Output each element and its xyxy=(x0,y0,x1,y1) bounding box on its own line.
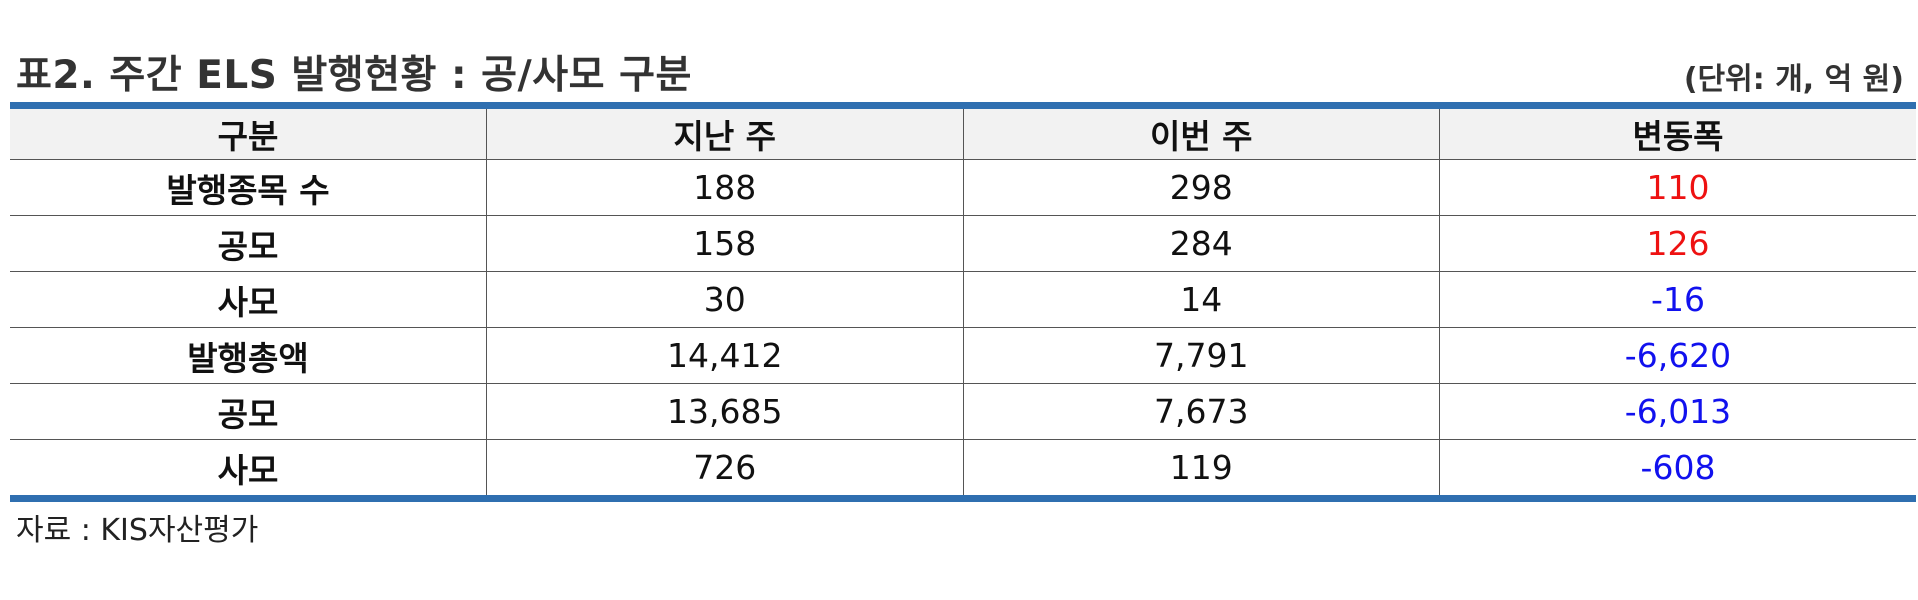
header-change: 변동폭 xyxy=(1439,109,1916,160)
last-week-value: 30 xyxy=(486,271,963,328)
change-value: -6,013 xyxy=(1439,383,1916,440)
change-value: -16 xyxy=(1439,271,1916,328)
last-week-value: 158 xyxy=(486,215,963,272)
change-value: -6,620 xyxy=(1439,327,1916,384)
last-week-value: 726 xyxy=(486,439,963,495)
row-label: 사모 xyxy=(10,439,487,495)
this-week-value: 7,791 xyxy=(962,327,1440,384)
row-label: 공모 xyxy=(10,215,487,272)
last-week-value: 188 xyxy=(486,159,963,216)
els-issuance-table-container: 구분 지난 주 이번 주 변동폭 발행종목 수 188 298 110 공모 1… xyxy=(10,102,1916,502)
this-week-value: 284 xyxy=(962,215,1440,272)
table-row: 공모 158 284 126 xyxy=(10,215,1916,272)
els-issuance-table: 구분 지난 주 이번 주 변동폭 발행종목 수 188 298 110 공모 1… xyxy=(10,109,1916,495)
table-row: 발행종목 수 188 298 110 xyxy=(10,159,1916,216)
header-last-week: 지난 주 xyxy=(486,109,963,160)
source-note: 자료 : KIS자산평가 xyxy=(16,513,259,548)
unit-note: (단위: 개, 억 원) xyxy=(1683,62,1904,97)
change-value: 110 xyxy=(1439,159,1916,216)
last-week-value: 13,685 xyxy=(486,383,963,440)
table-row: 사모 30 14 -16 xyxy=(10,271,1916,328)
header-category: 구분 xyxy=(10,109,487,160)
change-value: -608 xyxy=(1439,439,1916,495)
table-row: 공모 13,685 7,673 -6,013 xyxy=(10,383,1916,440)
table-header-row: 구분 지난 주 이번 주 변동폭 xyxy=(10,109,1916,160)
this-week-value: 298 xyxy=(962,159,1440,216)
change-value: 126 xyxy=(1439,215,1916,272)
this-week-value: 14 xyxy=(962,271,1440,328)
row-label: 발행종목 수 xyxy=(10,159,487,216)
last-week-value: 14,412 xyxy=(486,327,963,384)
this-week-value: 7,673 xyxy=(962,383,1440,440)
table-row: 사모 726 119 -608 xyxy=(10,439,1916,495)
header-this-week: 이번 주 xyxy=(962,109,1440,160)
row-label: 사모 xyxy=(10,271,487,328)
table-title: 표2. 주간 ELS 발행현황 : 공/사모 구분 xyxy=(16,53,692,98)
this-week-value: 119 xyxy=(962,439,1440,495)
row-label: 발행총액 xyxy=(10,327,487,384)
row-label: 공모 xyxy=(10,383,487,440)
table-row: 발행총액 14,412 7,791 -6,620 xyxy=(10,327,1916,384)
